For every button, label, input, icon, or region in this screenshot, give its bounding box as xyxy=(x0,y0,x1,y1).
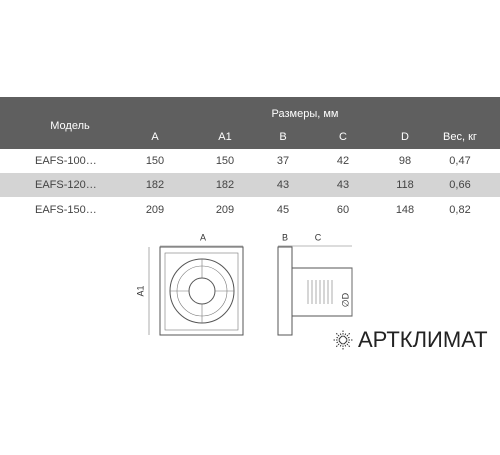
diagram: A A1 B C ∅D xyxy=(135,232,353,336)
side-body xyxy=(291,267,353,317)
logo-icon xyxy=(333,330,353,350)
ring-inner xyxy=(188,277,216,305)
value-cell: 182 xyxy=(146,179,164,191)
logo: АРТКЛИМАТ xyxy=(333,327,488,352)
model-cell: EAFS-100… xyxy=(35,155,97,167)
value-cell: 45 xyxy=(277,204,289,216)
burst-ray xyxy=(343,333,347,338)
burst-ray xyxy=(345,340,350,344)
column-header: C xyxy=(339,131,347,143)
value-cell: 150 xyxy=(146,155,164,167)
value-cell: 182 xyxy=(216,179,234,191)
value-cell: 60 xyxy=(337,204,349,216)
burst-ray xyxy=(336,336,341,340)
dim-label: B xyxy=(282,232,288,242)
value-cell: 0,82 xyxy=(449,204,470,216)
row-band xyxy=(0,173,500,197)
column-header: A xyxy=(151,131,159,143)
burst-ray xyxy=(345,336,350,340)
front-plate xyxy=(159,246,244,336)
table-title: Размеры, мм xyxy=(272,108,339,120)
value-cell: 0,66 xyxy=(449,179,470,191)
value-cell: 118 xyxy=(396,179,414,191)
table-header-band xyxy=(0,97,500,149)
value-cell: 37 xyxy=(277,155,289,167)
value-cell: 98 xyxy=(399,155,411,167)
column-header: A1 xyxy=(218,131,231,143)
model-header: Модель xyxy=(50,120,90,132)
value-cell: 43 xyxy=(337,179,349,191)
value-cell: 42 xyxy=(337,155,349,167)
value-cell: 148 xyxy=(396,204,414,216)
burst-ray xyxy=(343,342,347,347)
dim-label: A1 xyxy=(135,285,145,296)
burst-ray xyxy=(335,332,342,339)
logo-text: АРТКЛИМАТ xyxy=(358,327,488,352)
column-header: D xyxy=(401,131,409,143)
model-cell: EAFS-120… xyxy=(35,179,97,191)
burst-ray xyxy=(339,342,343,347)
burst-ray xyxy=(336,340,341,344)
value-cell: 150 xyxy=(216,155,234,167)
column-header: Вес, кг xyxy=(443,131,477,143)
table-row: EAFS-120… 182 182 43 43 118 0,66 xyxy=(0,173,500,197)
burst-ray xyxy=(339,333,343,338)
table-row: EAFS-100… 150 150 37 42 98 0,47 xyxy=(35,155,471,167)
value-cell: 209 xyxy=(146,204,164,216)
burst-ray xyxy=(344,332,351,339)
front-inner xyxy=(164,252,239,331)
value-cell: 0,47 xyxy=(449,155,470,167)
dim-label: C xyxy=(315,232,322,242)
dim-label: ∅D xyxy=(340,292,350,307)
model-cell: EAFS-150… xyxy=(35,204,97,216)
value-cell: 209 xyxy=(216,204,234,216)
dim-label: A xyxy=(200,232,206,242)
table-row: EAFS-150… 209 209 45 60 148 0,82 xyxy=(35,204,471,216)
column-header: B xyxy=(279,131,286,143)
fins xyxy=(307,280,333,304)
column-headers: A A1 B C D Вес, кг xyxy=(151,131,477,143)
side-plate xyxy=(277,246,293,336)
burst-ray xyxy=(335,341,342,348)
burst-ray xyxy=(344,341,351,348)
value-cell: 43 xyxy=(277,179,289,191)
